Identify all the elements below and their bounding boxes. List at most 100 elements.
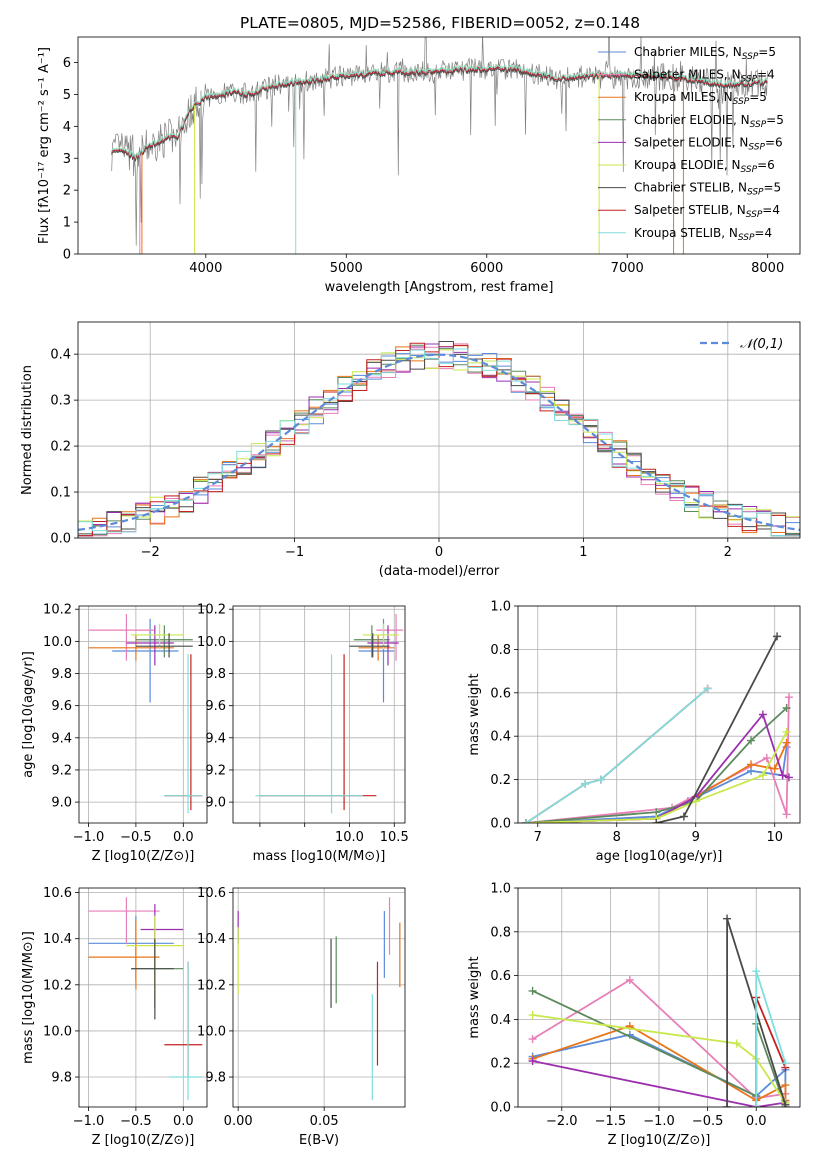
y-tick-label: 9.6: [205, 699, 226, 714]
legend-entry: Salpeter MILES, NSSP=4: [634, 68, 775, 85]
plot-area: [521, 632, 793, 823]
x-tick-label: 6000: [470, 261, 503, 276]
legend-entry: Chabrier MILES, NSSP=5: [634, 45, 776, 62]
x-tick-label: −2.0: [546, 1114, 578, 1129]
legend-value: =5: [758, 45, 776, 59]
y-tick-label: 0.0: [490, 817, 511, 832]
x-tick-label: 9: [692, 830, 700, 845]
weight-marker: [652, 819, 661, 823]
weight-marker: [723, 1103, 732, 1107]
x-tick-label: −0.5: [692, 1114, 724, 1129]
x-axis-label: Z [log10(Z/Z⊙)]: [92, 1133, 195, 1148]
weight-marker: [752, 967, 761, 976]
y-tick-label: 0.0: [50, 532, 71, 547]
weight-line: [532, 1014, 787, 1104]
x-axis-label: Z [log10(Z/Z⊙)]: [92, 849, 195, 864]
x-tick-label: −0.5: [120, 1114, 152, 1129]
y-tick-label: 9.0: [51, 796, 72, 811]
weight-marker: [782, 727, 791, 736]
x-tick-label: −2: [141, 545, 160, 560]
weight-marker: [703, 684, 712, 693]
y-tick-label: 10.4: [43, 932, 72, 947]
legend-subscript: SSP: [747, 188, 764, 198]
legend-subscript: SSP: [738, 233, 755, 243]
plot-area: [237, 897, 401, 1101]
y-tick-label: 0.4: [490, 730, 511, 745]
legend-entry: Salpeter STELIB, NSSP=4: [634, 203, 780, 220]
legend-subscript: SSP: [742, 52, 759, 62]
normal-curve: [78, 353, 800, 531]
plot-area: [111, 37, 768, 254]
y-tick-label: 10.2: [43, 603, 72, 618]
y-axis-label: mass weight: [467, 673, 482, 755]
weight-marker: [528, 1011, 537, 1020]
x-tick-label: −0.5: [120, 830, 152, 845]
legend-entry: Salpeter ELODIE, NSSP=6: [634, 135, 783, 152]
y-tick-label: 4: [63, 120, 71, 135]
y-tick-label: 2: [63, 184, 71, 199]
x-tick-label: 0.0: [746, 1114, 767, 1129]
weight-marker: [723, 914, 732, 923]
weight-marker: [770, 764, 779, 773]
weight-marker: [782, 810, 791, 819]
x-tick-label: −1.0: [643, 1114, 675, 1129]
y-axis-label: mass weight: [467, 956, 482, 1038]
frame: [77, 36, 801, 255]
plot-area: [78, 340, 800, 538]
panel-residuals: −2 −1 0 1 2 0.0 0.1 0.2 0.3 0.4 (data-model)/error…: [20, 321, 801, 579]
y-tick-label: 0.3: [50, 394, 71, 409]
legend-value: =6: [757, 158, 775, 172]
weight-marker: [528, 1035, 537, 1044]
x-tick-label: 0.05: [310, 1114, 339, 1129]
weight-marker: [758, 771, 767, 780]
y-tick-label: 0.8: [490, 643, 511, 658]
y-axis-label: age [log10(age/yr)]: [21, 651, 36, 778]
x-axis-label: wavelength [Angstrom, rest frame]: [325, 280, 554, 295]
weight-line: [655, 635, 778, 823]
x-axis-label: mass [log10(M/M⊙)]: [253, 849, 386, 864]
x-tick-label: 10.5: [380, 830, 409, 845]
y-tick-label: 10.0: [43, 1024, 72, 1039]
y-tick-label: 10.4: [197, 932, 226, 947]
x-tick-label: −1.0: [73, 1114, 105, 1129]
weight-marker: [581, 779, 590, 788]
frame: [517, 605, 801, 824]
y-tick-label: 0.2: [50, 440, 71, 455]
x-axis-label: age [log10(age/yr)]: [596, 849, 723, 864]
legend-value: =4: [757, 68, 775, 82]
weight-marker: [691, 797, 700, 806]
legend-subscript: SSP: [746, 210, 763, 220]
y-tick-label: 10.2: [197, 978, 226, 993]
weight-marker: [782, 738, 791, 747]
y-tick-label: 10.6: [197, 886, 226, 901]
legend-value: =6: [765, 135, 783, 149]
x-axis-label: E(B-V): [299, 1133, 339, 1148]
weight-marker: [679, 812, 688, 821]
x-tick-label: 8: [613, 830, 621, 845]
y-tick-label: 9.8: [51, 667, 72, 682]
y-tick-label: 9.2: [51, 763, 72, 778]
y-axis-label: mass [log10(M/M⊙)]: [21, 931, 36, 1064]
plot-area: [88, 614, 203, 814]
weight-line: [525, 697, 790, 823]
weight-marker: [528, 986, 537, 995]
weight-marker: [521, 819, 530, 823]
weight-marker: [747, 760, 756, 769]
y-tick-label: 1: [63, 216, 71, 231]
x-tick-label: 5000: [330, 261, 363, 276]
x-tick-label: 8000: [751, 261, 784, 276]
weight-marker: [758, 710, 767, 719]
y-tick-label: 3: [63, 152, 71, 167]
weight-marker: [625, 975, 634, 984]
y-tick-label: 1.0: [490, 600, 511, 615]
y-tick-label: 9.4: [51, 731, 72, 746]
y-tick-label: 10.6: [43, 886, 72, 901]
legend-value: =5: [766, 113, 784, 127]
y-tick-label: 1.0: [490, 882, 511, 897]
x-axis-label: (data-model)/error: [379, 564, 500, 579]
y-tick-label: 9.0: [205, 796, 226, 811]
y-tick-label: 9.8: [205, 667, 226, 682]
frame: [78, 887, 208, 1108]
y-tick-label: 0.4: [50, 348, 71, 363]
y-tick-label: 10.0: [197, 635, 226, 650]
